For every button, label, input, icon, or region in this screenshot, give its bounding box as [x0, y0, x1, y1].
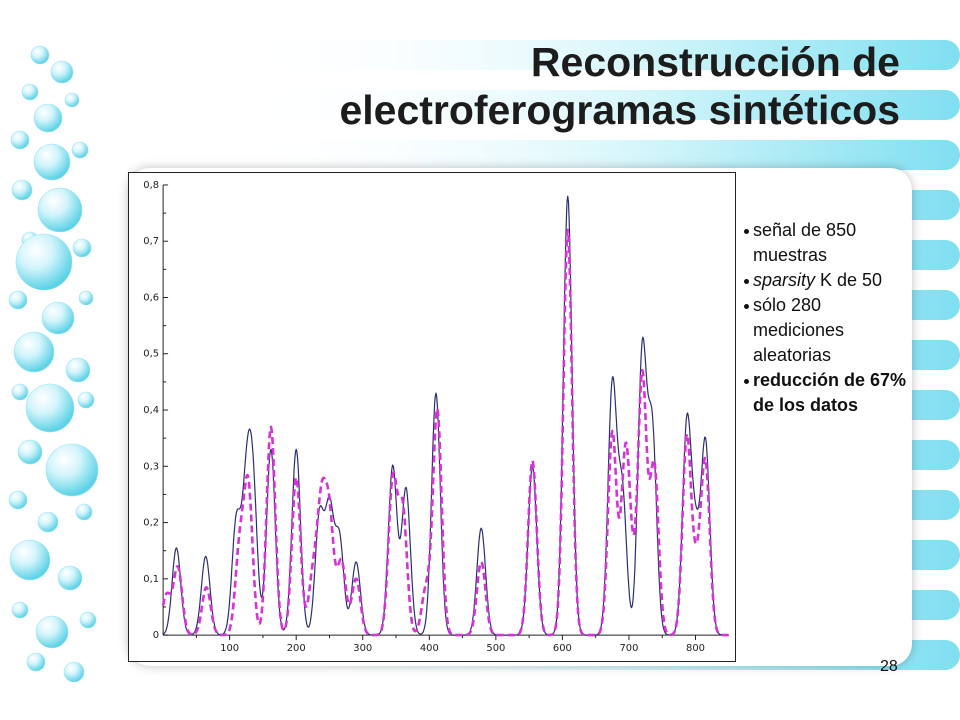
bullet-list: señal de 850 muestras sparsity K de 50 s… — [744, 218, 914, 418]
y-tick-label: 0,5 — [143, 349, 159, 360]
background-bubble — [45, 443, 99, 497]
background-bubble — [33, 103, 63, 133]
background-stripe — [240, 140, 960, 170]
background-bubble — [8, 490, 28, 510]
y-tick-label: 0,2 — [143, 518, 159, 529]
background-bubble — [35, 615, 69, 649]
background-bubble — [25, 383, 75, 433]
bullet-item: sólo 280 mediciones aleatorias — [744, 293, 914, 368]
y-tick-label: 0,6 — [143, 292, 159, 303]
background-bubble — [15, 233, 73, 291]
x-tick-label: 200 — [287, 643, 306, 654]
x-tick-label: 100 — [220, 643, 239, 654]
x-tick-label: 700 — [619, 643, 638, 654]
bullet-item: señal de 850 muestras — [744, 218, 914, 268]
background-bubble — [11, 383, 29, 401]
x-tick-label: 400 — [420, 643, 439, 654]
y-tick-label: 0 — [153, 630, 159, 641]
background-bubble — [77, 391, 95, 409]
background-bubble — [11, 179, 33, 201]
slide-number: 28 — [880, 658, 898, 675]
slide-title: Reconstrucción de electroferogramas sint… — [160, 38, 900, 134]
bullet-item: sparsity K de 50 — [744, 268, 914, 293]
x-tick-label: 500 — [486, 643, 505, 654]
background-bubble — [63, 661, 85, 683]
background-bubble — [10, 130, 30, 150]
bullet-text: K de 50 — [815, 270, 883, 290]
background-bubble — [17, 439, 43, 465]
background-bubble — [50, 60, 74, 84]
background-bubble — [78, 290, 94, 306]
background-bubble — [11, 601, 29, 619]
background-bubble — [75, 503, 93, 521]
y-tick-label: 0,3 — [143, 461, 159, 472]
background-bubble — [57, 565, 83, 591]
background-bubble — [41, 301, 75, 335]
y-tick-label: 0,4 — [143, 405, 159, 416]
background-bubble — [30, 45, 50, 65]
background-bubble — [37, 511, 59, 533]
y-tick-label: 0,1 — [143, 574, 159, 585]
x-tick-label: 300 — [353, 643, 372, 654]
bullet-text: sólo 280 mediciones aleatorias — [753, 295, 845, 365]
x-tick-label: 800 — [686, 643, 705, 654]
y-tick-label: 0,7 — [143, 236, 159, 247]
background-bubble — [79, 611, 97, 629]
slide-title-line1: Reconstrucción de — [530, 39, 900, 85]
background-stripe — [240, 40, 960, 70]
background-stripe — [240, 90, 960, 120]
background-bubble — [33, 143, 71, 181]
bullet-text: reducción de 67% de los datos — [753, 370, 907, 415]
background-bubble — [72, 238, 92, 258]
background-bubble — [26, 652, 46, 672]
background-bubble — [9, 539, 51, 581]
reconstructed-signal-line — [161, 228, 730, 637]
slide-title-line2: electroferogramas sintéticos — [339, 87, 900, 133]
background-bubble — [64, 92, 80, 108]
background-bubble — [65, 357, 91, 383]
background-bubble — [71, 141, 89, 159]
background-bubble — [8, 290, 28, 310]
y-tick-label: 0,8 — [143, 180, 159, 191]
background-bubble — [37, 187, 83, 233]
bullet-emphasis: sparsity — [753, 270, 816, 290]
bullet-item: reducción de 67% de los datos — [744, 368, 914, 418]
bullet-text: señal de 850 muestras — [753, 220, 857, 265]
electropherogram-chart: 0 0,1 0,2 0,3 0,4 0,5 0,6 0,7 0,8 100 200 300 400 500… — [128, 172, 736, 662]
x-tick-label: 600 — [553, 643, 572, 654]
original-signal-line — [162, 195, 729, 636]
background-bubble — [13, 331, 55, 373]
background-bubble — [21, 83, 39, 101]
